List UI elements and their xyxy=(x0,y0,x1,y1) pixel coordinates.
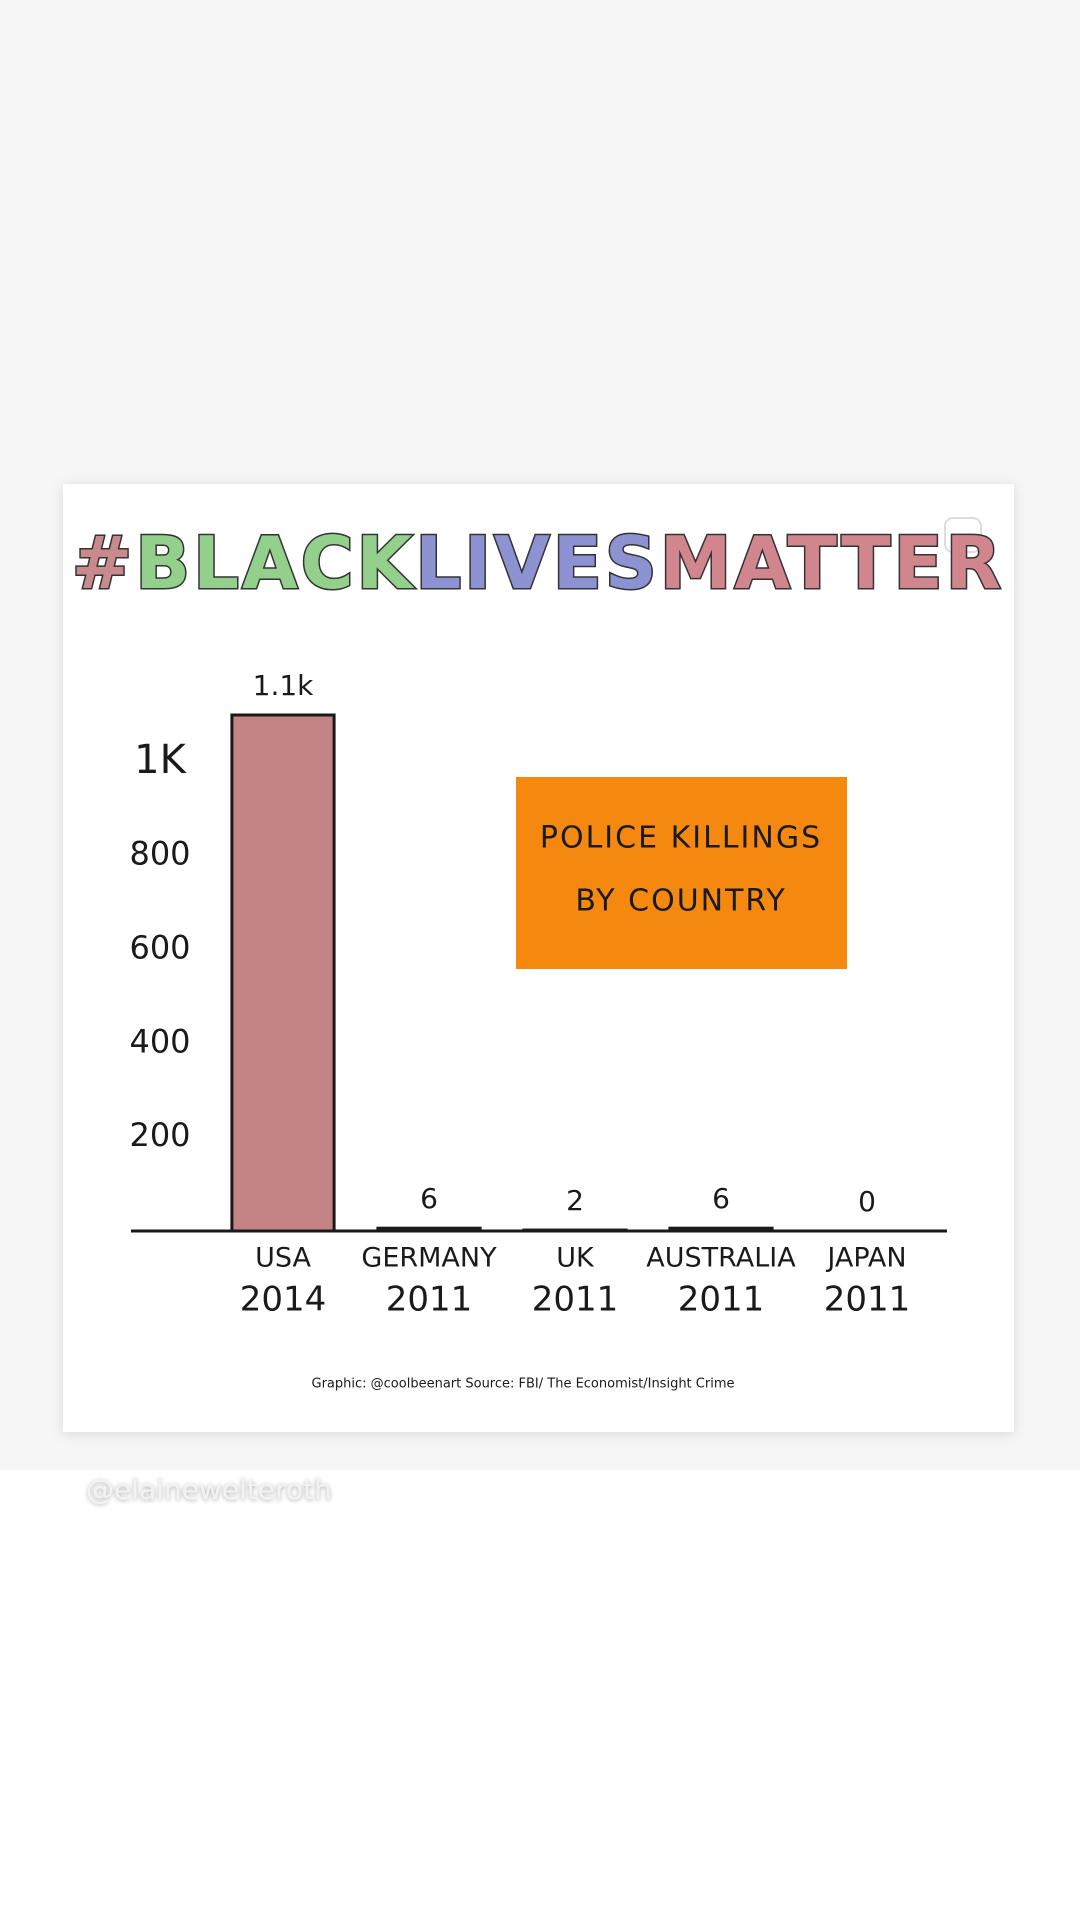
x-tick-year: 2011 xyxy=(386,1280,473,1320)
bar xyxy=(376,1226,482,1233)
title-part: BLACK xyxy=(135,521,415,605)
annotation-text: BY COUNTRY xyxy=(575,884,786,919)
title-part: LIVES xyxy=(415,521,659,605)
x-tick-label: GERMANY xyxy=(361,1243,497,1274)
title-part: MATTER xyxy=(660,521,1004,605)
y-tick-label: 800 xyxy=(129,835,190,873)
title-part: # xyxy=(72,521,135,605)
value-label: 2 xyxy=(566,1184,584,1217)
checkbox-icon[interactable] xyxy=(944,517,982,553)
x-tick-label: UK xyxy=(556,1243,595,1274)
bar xyxy=(230,713,336,1233)
x-tick-year: 2011 xyxy=(678,1280,765,1320)
y-tick-label: 200 xyxy=(129,1116,190,1154)
chart-title: #BLACKLIVESMATTER xyxy=(72,521,1004,605)
annotation-text: POLICE KILLINGS xyxy=(540,821,822,856)
y-tick-label: 600 xyxy=(129,929,190,967)
value-label: 0 xyxy=(858,1185,876,1218)
y-tick-label: 1K xyxy=(134,737,187,783)
x-tick-year: 2011 xyxy=(532,1280,619,1320)
username[interactable]: @elainewelteroth xyxy=(86,1473,332,1506)
bar xyxy=(668,1226,774,1233)
value-label: 6 xyxy=(420,1182,438,1215)
x-tick-label: AUSTRALIA xyxy=(646,1243,796,1274)
x-tick-label: JAPAN xyxy=(825,1243,906,1274)
annotation-box xyxy=(516,777,847,969)
x-tick-year: 2014 xyxy=(240,1280,327,1320)
y-tick-label: 400 xyxy=(129,1022,190,1060)
x-tick-label: USA xyxy=(255,1243,311,1274)
bar xyxy=(522,1228,628,1233)
source-note: Graphic: @coolbeenart Source: FBI/ The E… xyxy=(312,1377,735,1392)
value-label: 6 xyxy=(712,1182,730,1215)
value-label: 1.1k xyxy=(253,669,315,702)
x-tick-year: 2011 xyxy=(824,1280,911,1320)
